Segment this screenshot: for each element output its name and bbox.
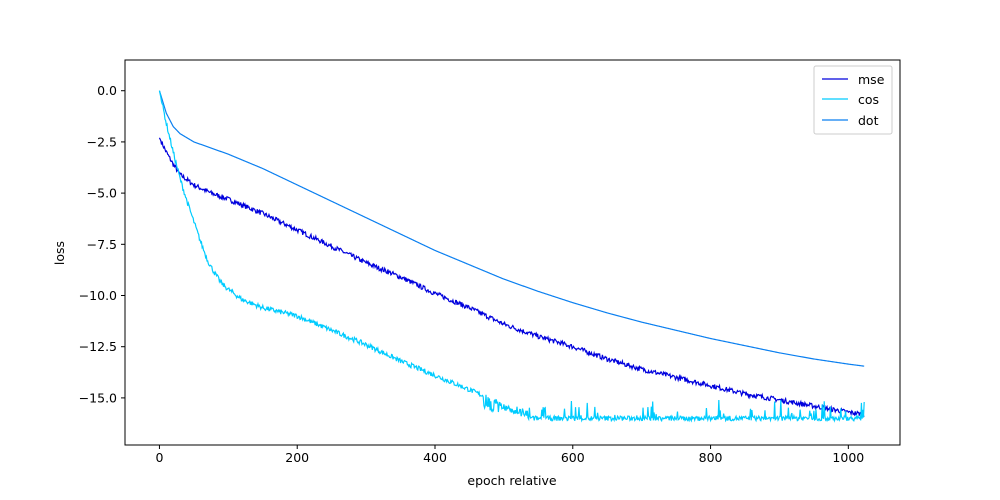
x-tick-label: 400	[423, 450, 447, 465]
y-tick-label: −15.0	[79, 390, 117, 405]
x-axis-ticks: 0 200 400 600 800 1000	[155, 445, 864, 465]
y-tick-label: −12.5	[79, 339, 117, 354]
series-line-dot	[158, 90, 865, 367]
series-line-mse	[158, 137, 865, 418]
legend-dot-label: dot	[858, 113, 879, 128]
legend-box	[813, 65, 893, 135]
legend: mse cos dot	[813, 65, 893, 135]
x-tick-label: 1000	[832, 450, 864, 465]
y-tick-label: −5.0	[87, 186, 117, 201]
y-tick-label: −2.5	[87, 134, 117, 149]
legend-mse-label: mse	[858, 72, 885, 87]
x-tick-label: 200	[285, 450, 309, 465]
plot-frame	[124, 59, 901, 446]
x-axis-label: epoch relative	[467, 473, 557, 488]
x-tick-label: 600	[561, 450, 585, 465]
y-axis-ticks: 0.0 −2.5 −5.0 −7.5 −10.0 −12.5 −15.0	[79, 83, 125, 405]
x-tick-label: 0	[155, 450, 163, 465]
x-tick-label: 800	[699, 450, 723, 465]
y-tick-label: 0.0	[97, 83, 117, 98]
y-axis-label: loss	[52, 241, 67, 265]
y-tick-label: −10.0	[79, 288, 117, 303]
series-lines	[158, 90, 865, 423]
y-tick-label: −7.5	[87, 237, 117, 252]
series-line-cos	[158, 90, 865, 423]
legend-cos-label: cos	[858, 92, 879, 107]
